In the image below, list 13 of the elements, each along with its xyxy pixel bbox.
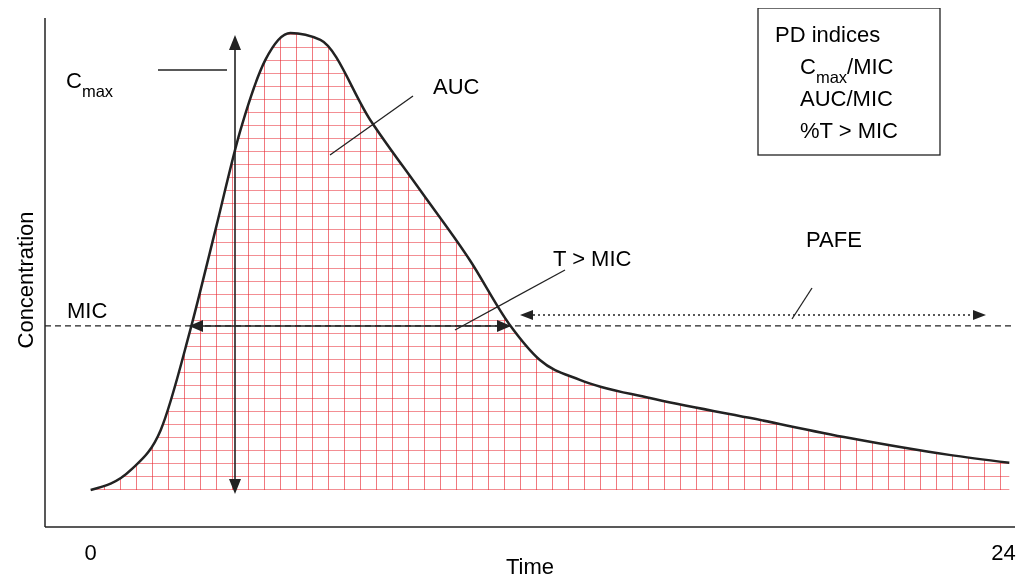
annotation: %T > MIC <box>800 118 899 143</box>
annotation: AUC <box>433 74 480 99</box>
annotation: PAFE <box>806 227 862 252</box>
annotation: AUC/MIC <box>800 86 893 111</box>
ref-line-label: MIC <box>67 297 108 323</box>
annotation: C$_{max}$/MIC <box>800 54 894 86</box>
x-tick-label: 0 <box>84 540 97 565</box>
x-axis-title: Time <box>505 554 555 579</box>
annotation: C$_{max}$ <box>66 68 114 100</box>
annotation: PD indices <box>775 22 881 47</box>
annotation: T > MIC <box>553 246 632 271</box>
y-axis-title: Concentration <box>13 211 38 349</box>
x-tick-label: 24 <box>991 540 1016 565</box>
